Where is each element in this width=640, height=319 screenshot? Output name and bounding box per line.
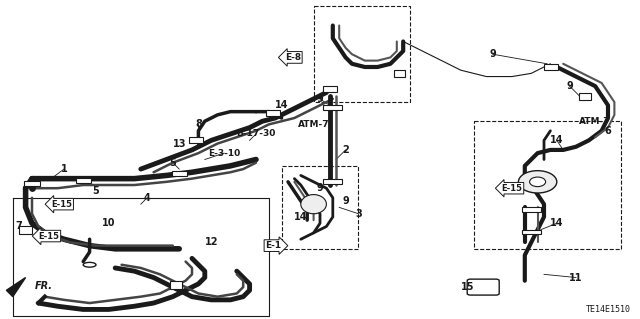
Text: B-17-30: B-17-30 bbox=[236, 130, 276, 138]
Text: 14: 14 bbox=[294, 212, 308, 222]
Bar bbox=[172, 171, 187, 176]
Text: 7: 7 bbox=[16, 221, 22, 232]
Bar bbox=[24, 181, 40, 186]
Text: 13: 13 bbox=[172, 138, 186, 149]
Text: E-15: E-15 bbox=[38, 232, 60, 241]
Bar bbox=[544, 64, 558, 70]
Text: 8: 8 bbox=[195, 119, 202, 130]
Ellipse shape bbox=[83, 262, 96, 267]
Text: 2: 2 bbox=[342, 145, 349, 155]
Bar bbox=[522, 207, 541, 212]
FancyBboxPatch shape bbox=[467, 279, 499, 295]
Text: 9: 9 bbox=[317, 183, 323, 193]
Text: E-1: E-1 bbox=[266, 241, 282, 250]
Bar bbox=[522, 230, 541, 234]
Text: ATM-7: ATM-7 bbox=[298, 120, 330, 129]
Text: FR.: FR. bbox=[35, 280, 53, 291]
Bar bbox=[579, 93, 591, 100]
Text: 14: 14 bbox=[275, 100, 289, 110]
Text: ATM-7: ATM-7 bbox=[579, 117, 611, 126]
Text: 14: 14 bbox=[550, 135, 564, 145]
Text: 12: 12 bbox=[204, 237, 218, 248]
Text: 9: 9 bbox=[342, 196, 349, 206]
Ellipse shape bbox=[301, 195, 326, 214]
Text: 9: 9 bbox=[490, 49, 496, 59]
Bar bbox=[189, 137, 203, 143]
Text: E-3-10: E-3-10 bbox=[208, 149, 240, 158]
Bar bbox=[266, 110, 280, 116]
Text: 15: 15 bbox=[460, 282, 474, 292]
Text: 14: 14 bbox=[550, 218, 564, 228]
Bar bbox=[323, 179, 342, 184]
Polygon shape bbox=[6, 278, 26, 297]
Bar bbox=[323, 105, 342, 110]
Text: 9: 9 bbox=[317, 94, 323, 104]
Bar bbox=[76, 178, 91, 183]
Text: E-8: E-8 bbox=[285, 53, 301, 62]
Ellipse shape bbox=[518, 171, 557, 193]
Text: 5: 5 bbox=[93, 186, 99, 197]
Text: 9: 9 bbox=[566, 81, 573, 91]
Text: E-15: E-15 bbox=[502, 184, 522, 193]
Bar bbox=[394, 70, 405, 77]
Text: 4: 4 bbox=[144, 193, 150, 203]
Bar bbox=[19, 226, 32, 234]
Ellipse shape bbox=[530, 177, 545, 187]
Text: E-15: E-15 bbox=[51, 200, 72, 209]
Text: TE14E1510: TE14E1510 bbox=[586, 305, 630, 314]
Text: 6: 6 bbox=[605, 126, 611, 136]
Text: 5: 5 bbox=[170, 158, 176, 168]
Bar bbox=[170, 281, 182, 289]
Text: 11: 11 bbox=[569, 272, 583, 283]
Text: 10: 10 bbox=[102, 218, 116, 228]
Text: 1: 1 bbox=[61, 164, 67, 174]
Text: 3: 3 bbox=[355, 209, 362, 219]
Bar bbox=[323, 86, 337, 92]
